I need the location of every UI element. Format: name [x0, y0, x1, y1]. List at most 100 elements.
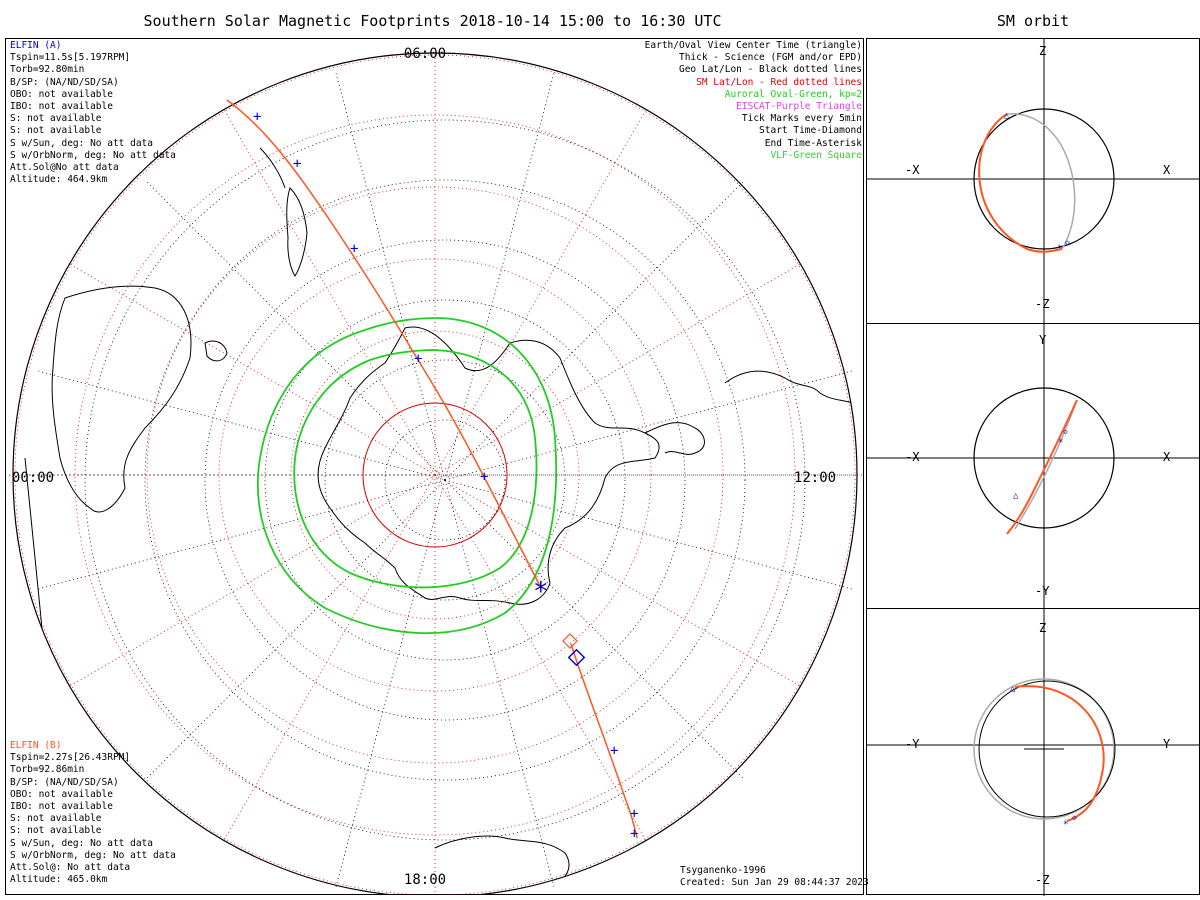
legend-entry: Thick - Science (FGM and/or EPD) — [678, 52, 862, 64]
page-title: Southern Solar Magnetic Footprints 2018-… — [143, 12, 722, 30]
elfin-b-track — [570, 643, 638, 839]
geo-meridian — [444, 72, 555, 481]
svg-text:◇: ◇ — [1072, 813, 1077, 822]
model-credit: Tsyganenko-1996 Created: Sun Jan 29 08:4… — [680, 865, 869, 889]
elfin-a-info-line: S w/Sun, deg: No att data — [10, 137, 153, 149]
sm-meridian — [434, 109, 647, 476]
elfin-b-info-line: S: not available — [10, 813, 102, 825]
elfin-a-info-line: S w/OrbNorm, deg: No att data — [10, 149, 176, 161]
geo-latitude-circle — [264, 299, 626, 661]
elfin-a-info-line: B/SP: (NA/ND/SD/SA) — [10, 76, 119, 88]
africa-coastline — [434, 835, 570, 889]
panel3-left-label: -Y — [905, 737, 920, 751]
svg-text:△: △ — [1010, 684, 1016, 694]
elfin-b-info-line: OBO: not available — [10, 788, 113, 800]
created-timestamp: Created: Sun Jan 29 08:44:37 2023 — [680, 877, 869, 889]
geo-latitude-circle — [324, 359, 566, 601]
new-zealand-coastline — [286, 187, 308, 277]
elfin-a-tick-mark: + — [350, 241, 358, 257]
geo-meridian — [444, 479, 555, 888]
sm-meridian — [223, 109, 436, 476]
elfin-a-info: ELFIN (A) Tspin=11.5s[5.197RPM] Torb=92.8… — [10, 40, 176, 186]
sm-meridian — [434, 263, 801, 476]
orbit-panel-xy: △ * ◇ Y -Y -X X — [866, 323, 1200, 610]
elfin-b-info-line: Att.Sol@: No att data — [10, 862, 131, 874]
elfin-b-info-line: S w/Sun, deg: No att data — [10, 837, 153, 849]
orbit-panel-title: SM orbit — [996, 12, 1070, 30]
geo-meridian — [444, 479, 853, 590]
panel3-right-label: Y — [1163, 737, 1171, 751]
sm-meridian — [69, 474, 436, 687]
elfin-b-info-line: B/SP: (NA/ND/SD/SA) — [10, 776, 119, 788]
panel3-bottom-label: -Z — [1035, 873, 1050, 887]
elfin-a-track — [226, 99, 541, 587]
elfin-a-info-line: OBO: not available — [10, 88, 113, 100]
geo-latitude-circle — [84, 119, 806, 841]
footprint-map: + + + + + * + + + 06:00 00:00 12:00 18:00 — [5, 46, 864, 895]
model-name: Tsyganenko-1996 — [680, 865, 766, 876]
legend-entry: SM Lat/Lon - Red dotted lines — [696, 76, 862, 88]
panel1-right-label: X — [1163, 163, 1171, 177]
australia-coastline — [51, 285, 192, 513]
mlt-label-0000: 00:00 — [12, 470, 54, 486]
sm-meridian — [69, 263, 436, 476]
legend-entry: End Time-Asterisk — [764, 137, 862, 149]
elfin-a-tick-mark: + — [480, 469, 488, 485]
elfin-b-start-diamond — [562, 633, 578, 649]
legend-entry: EISCAT-Purple Triangle — [736, 101, 862, 113]
peninsula-coastline — [644, 422, 705, 455]
geo-meridian — [444, 479, 744, 779]
geo-latitude-circle — [144, 179, 746, 781]
elfin-b-info-line: IBO: not available — [10, 801, 113, 813]
map-grid — [5, 52, 864, 895]
auroral-ovals — [256, 317, 558, 634]
elfin-a-name: ELFIN (A) — [10, 40, 62, 51]
geo-latitude-circle — [384, 419, 506, 541]
auroral-oval-outer — [256, 317, 558, 634]
elfin-a-info-line: S: not available — [10, 125, 102, 137]
orbit-panel-yz: △ * ◇ Z -Z -Y Y — [866, 608, 1200, 896]
sm-meridian — [434, 474, 647, 841]
auroral-oval-inner — [293, 349, 538, 589]
elfin-b-info-line: Altitude: 465.0km — [10, 874, 108, 886]
geo-latitude-circle — [204, 239, 686, 721]
panel1-top-label: Z — [1039, 44, 1047, 58]
elfin-b-info-line: Torb=92.86min — [10, 764, 85, 776]
panel1-bottom-label: -Z — [1035, 297, 1050, 311]
elfin-b-info-line: S: not available — [10, 825, 102, 837]
legend-entry: Auroral Oval-Green, kp=2 — [724, 88, 862, 100]
sm-meridian — [434, 474, 801, 687]
elfin-a-info-line: Altitude: 464.9km — [10, 174, 108, 186]
elfin-a-info-line: Tspin=11.5s[5.197RPM] — [10, 52, 131, 64]
geo-meridian — [37, 370, 446, 481]
mlt-labels: 06:00 00:00 12:00 18:00 — [12, 46, 836, 888]
mlt-label-1200: 12:00 — [794, 470, 836, 486]
elfin-b-name: ELFIN (B) — [10, 740, 62, 751]
elfin-a-info-line: Torb=92.80min — [10, 64, 85, 76]
panel2-right-label: X — [1163, 450, 1171, 464]
elfin-a-tick-mark: + — [293, 156, 301, 172]
elfin-a-info-line: Att.Sol@No att data — [10, 162, 119, 174]
legend-entry: Geo Lat/Lon - Black dotted lines — [678, 64, 862, 76]
elfin-b-tick-mark: + — [630, 806, 638, 822]
sm-meridian — [223, 474, 436, 841]
panel2-bottom-label: -Y — [1035, 584, 1050, 598]
elfin-a-start-diamond — [567, 648, 586, 667]
panel2-left-label: -X — [905, 450, 920, 464]
elfin-b-tick-mark: + — [610, 743, 618, 759]
mlt-label-1800: 18:00 — [404, 872, 446, 888]
svg-text:◇: ◇ — [1063, 427, 1068, 436]
svg-text:*: * — [1057, 244, 1062, 254]
western-coastline — [24, 457, 51, 699]
coastlines — [24, 147, 857, 889]
legend-entry: Start Time-Diamond — [759, 125, 862, 137]
geo-meridian — [335, 479, 446, 888]
elfin-a-tick-mark: + — [414, 351, 422, 367]
geo-meridian — [37, 479, 446, 590]
geo-meridian — [146, 479, 446, 779]
elfin-a-end-asterisk: * — [533, 577, 549, 607]
legend-entry: Earth/Oval View Center Time (triangle) — [644, 40, 862, 51]
south-america-coastline — [724, 370, 857, 409]
map-legend: Earth/Oval View Center Time (triangle) Th… — [645, 40, 862, 162]
svg-text:△: △ — [1004, 111, 1010, 121]
